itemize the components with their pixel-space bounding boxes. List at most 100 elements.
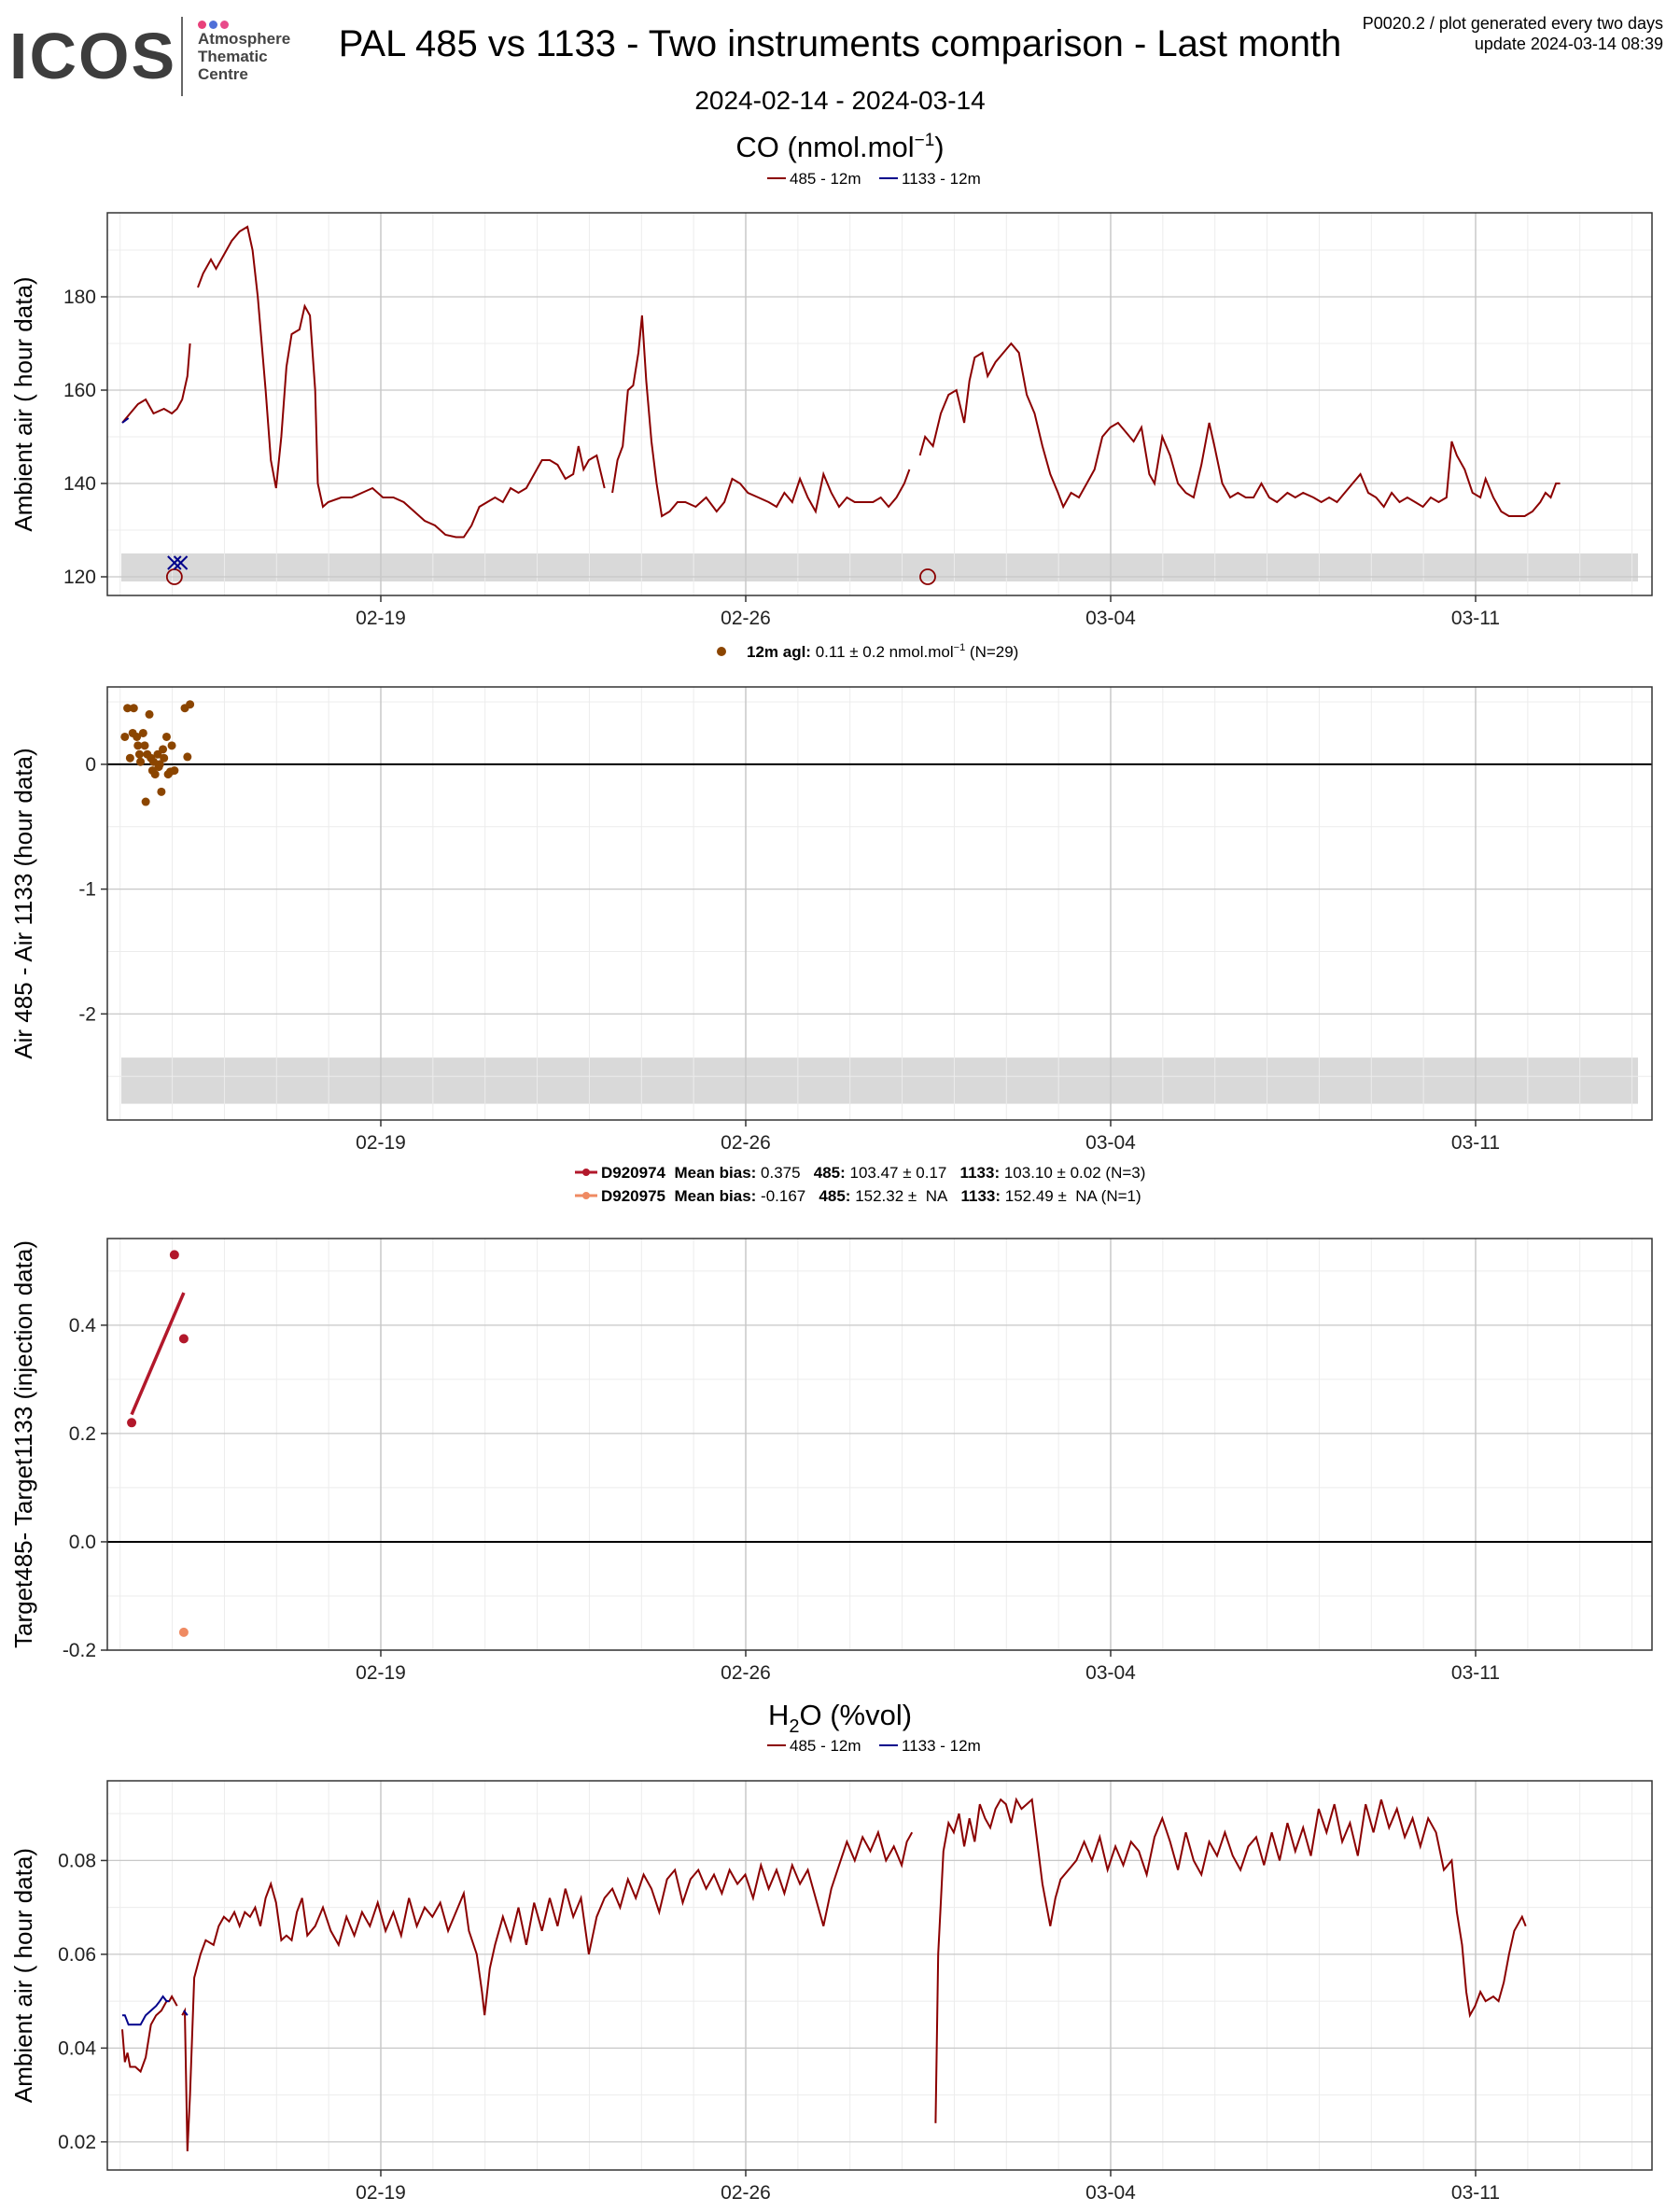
data-point — [153, 749, 162, 759]
legend-text: 0.11 ± 0.2 nmol.mol — [811, 643, 954, 661]
data-point — [178, 1334, 189, 1344]
logo-subtitle-line: Atmosphere — [198, 30, 291, 48]
series-line-485-12m — [611, 315, 911, 518]
data-point — [155, 760, 164, 769]
chart-panel-h2o-ambient: 0.02 0.04 0.06 0.08 02-19 02-26 03-04 03-11 Ambi… — [9, 1780, 1653, 2204]
icos-logo: ICOS — [9, 20, 177, 92]
logo-dots — [198, 17, 231, 34]
data-point — [133, 741, 143, 750]
section-title-end: ) — [934, 131, 944, 163]
logo-subtitle-line: Centre — [198, 65, 248, 83]
x-tick-label: 03-04 — [1085, 1132, 1136, 1154]
y-tick-label: 160 — [63, 380, 96, 401]
series-line-1133-12m — [121, 417, 130, 424]
data-point — [169, 1250, 179, 1260]
legend-part: Mean bias: — [665, 1164, 756, 1182]
data-point — [138, 728, 147, 737]
data-point — [167, 741, 176, 750]
legend-part: (N=1) — [1097, 1187, 1141, 1205]
y-axis-label: Target485- Target1133 (injection data) — [9, 1240, 37, 1648]
plot-frame — [106, 212, 1653, 596]
series-line-485-12m — [121, 1995, 178, 2074]
logo-dot — [209, 21, 217, 29]
data-point — [136, 757, 146, 766]
legend-co-diff: 12m agl: 0.11 ± 0.2 nmol.mol−1 (N=29) — [717, 642, 1018, 661]
legend-part: 485: — [801, 1164, 846, 1182]
x-tick-label: 03-11 — [1451, 608, 1500, 629]
section-title-co: CO (nmol.mol−1) — [735, 131, 944, 163]
legend-part: 1133: — [946, 1164, 1000, 1182]
data-point — [157, 787, 166, 796]
x-tick-label: 02-19 — [356, 608, 406, 629]
legend-part: 1133: — [947, 1187, 1001, 1205]
x-tick-label: 02-26 — [721, 2182, 771, 2204]
chart-panel-co-target: -0.2 0.0 0.2 0.4 02-19 02-26 03-04 03-11 Target4… — [9, 1238, 1653, 1684]
data-point — [141, 797, 150, 806]
y-tick-label: -2 — [78, 1003, 96, 1025]
x-tick-label: 02-19 — [356, 2182, 406, 2204]
series-line-1133-12m — [183, 2009, 189, 2016]
data-point — [150, 770, 160, 779]
legend-key — [582, 1192, 590, 1199]
legend-part: D920975 — [601, 1187, 665, 1205]
legend-label: 1133 - 12m — [902, 1737, 981, 1755]
series-line-485-12m — [918, 342, 1561, 517]
x-tick-label: 02-26 — [721, 1662, 771, 1684]
data-point — [183, 752, 192, 762]
logo-divider — [181, 17, 183, 96]
data-point — [145, 709, 154, 719]
data-point — [161, 732, 171, 741]
update-info-line2: update 2024-03-14 08:39 — [1474, 35, 1663, 53]
legend-part: Mean bias: — [665, 1187, 756, 1205]
y-tick-label: 120 — [63, 567, 96, 588]
y-tick-label: 140 — [63, 473, 96, 495]
x-tick-label: 02-19 — [356, 1662, 406, 1684]
plot-frame — [106, 1238, 1653, 1651]
legend-part: 0.375 — [756, 1164, 800, 1182]
legend-bold: 12m agl: — [747, 643, 811, 661]
legend-co-target: D920974 Mean bias: 0.375 485: 103.47 ± 0… — [575, 1164, 1145, 1205]
x-tick-label: 03-04 — [1085, 608, 1136, 629]
legend-label: 1133 - 12m — [902, 170, 981, 188]
update-info-line1: P0020.2 / plot generated every two days — [1362, 14, 1663, 33]
page-title-text: PAL 485 vs 1133 - Two instruments compar… — [338, 23, 1342, 64]
y-tick-label: 0.0 — [69, 1532, 96, 1553]
y-tick-label: 0.02 — [58, 2132, 96, 2153]
legend-co-ambient: 485 - 12m 1133 - 12m — [767, 170, 981, 188]
legend-label: 12m agl: 0.11 ± 0.2 nmol.mol−1 (N=29) — [747, 642, 1018, 661]
legend-label: 485 - 12m — [790, 1737, 861, 1755]
plot-frame — [106, 1780, 1653, 2171]
x-tick-label: 03-04 — [1085, 2182, 1136, 2204]
y-axis-label: Ambient air ( hour data) — [9, 1848, 37, 2103]
logo-subtitle: Atmosphere Thematic Centre — [198, 30, 290, 83]
y-tick-label: 0.08 — [58, 1850, 96, 1871]
marker-cross — [167, 555, 182, 570]
legend-part: 103.47 ± 0.17 — [846, 1164, 947, 1182]
legend-label: D920974 Mean bias: 0.375 485: 103.47 ± 0… — [601, 1164, 1145, 1182]
legend-part: (N=3) — [1101, 1164, 1146, 1182]
page-title: PAL 485 vs 1133 - Two instruments compar… — [0, 23, 1680, 65]
date-range: 2024-02-14 - 2024-03-14 — [694, 86, 986, 115]
update-info: P0020.2 / plot generated every two days … — [1363, 13, 1663, 54]
legend-label: D920975 Mean bias: -0.167 485: 152.32 ± … — [601, 1187, 1141, 1205]
series-line-485-12m — [934, 1797, 1527, 2123]
tolerance-band — [121, 1057, 1638, 1104]
data-point — [133, 732, 142, 741]
x-tick-label: 02-26 — [721, 608, 771, 629]
data-point — [123, 704, 133, 713]
data-point — [160, 753, 169, 763]
data-point — [159, 745, 168, 754]
legend-label: 485 - 12m — [790, 170, 861, 188]
fit-line — [130, 1292, 186, 1416]
legend-part: 103.10 ± 0.02 — [1000, 1164, 1101, 1182]
y-axis-label: Ambient air ( hour data) — [9, 276, 37, 531]
plot-frame — [106, 686, 1653, 1121]
x-tick-label: 03-11 — [1451, 2182, 1500, 2204]
series-line-485-12m — [197, 225, 606, 539]
y-tick-label: 0.06 — [58, 1944, 96, 1966]
series-line-1133-12m — [122, 1995, 170, 2026]
x-tick-label: 03-04 — [1085, 1662, 1136, 1684]
section-title-text: CO (nmol.mol — [735, 131, 914, 163]
legend-part: 485: — [805, 1187, 850, 1205]
data-point — [170, 766, 179, 776]
